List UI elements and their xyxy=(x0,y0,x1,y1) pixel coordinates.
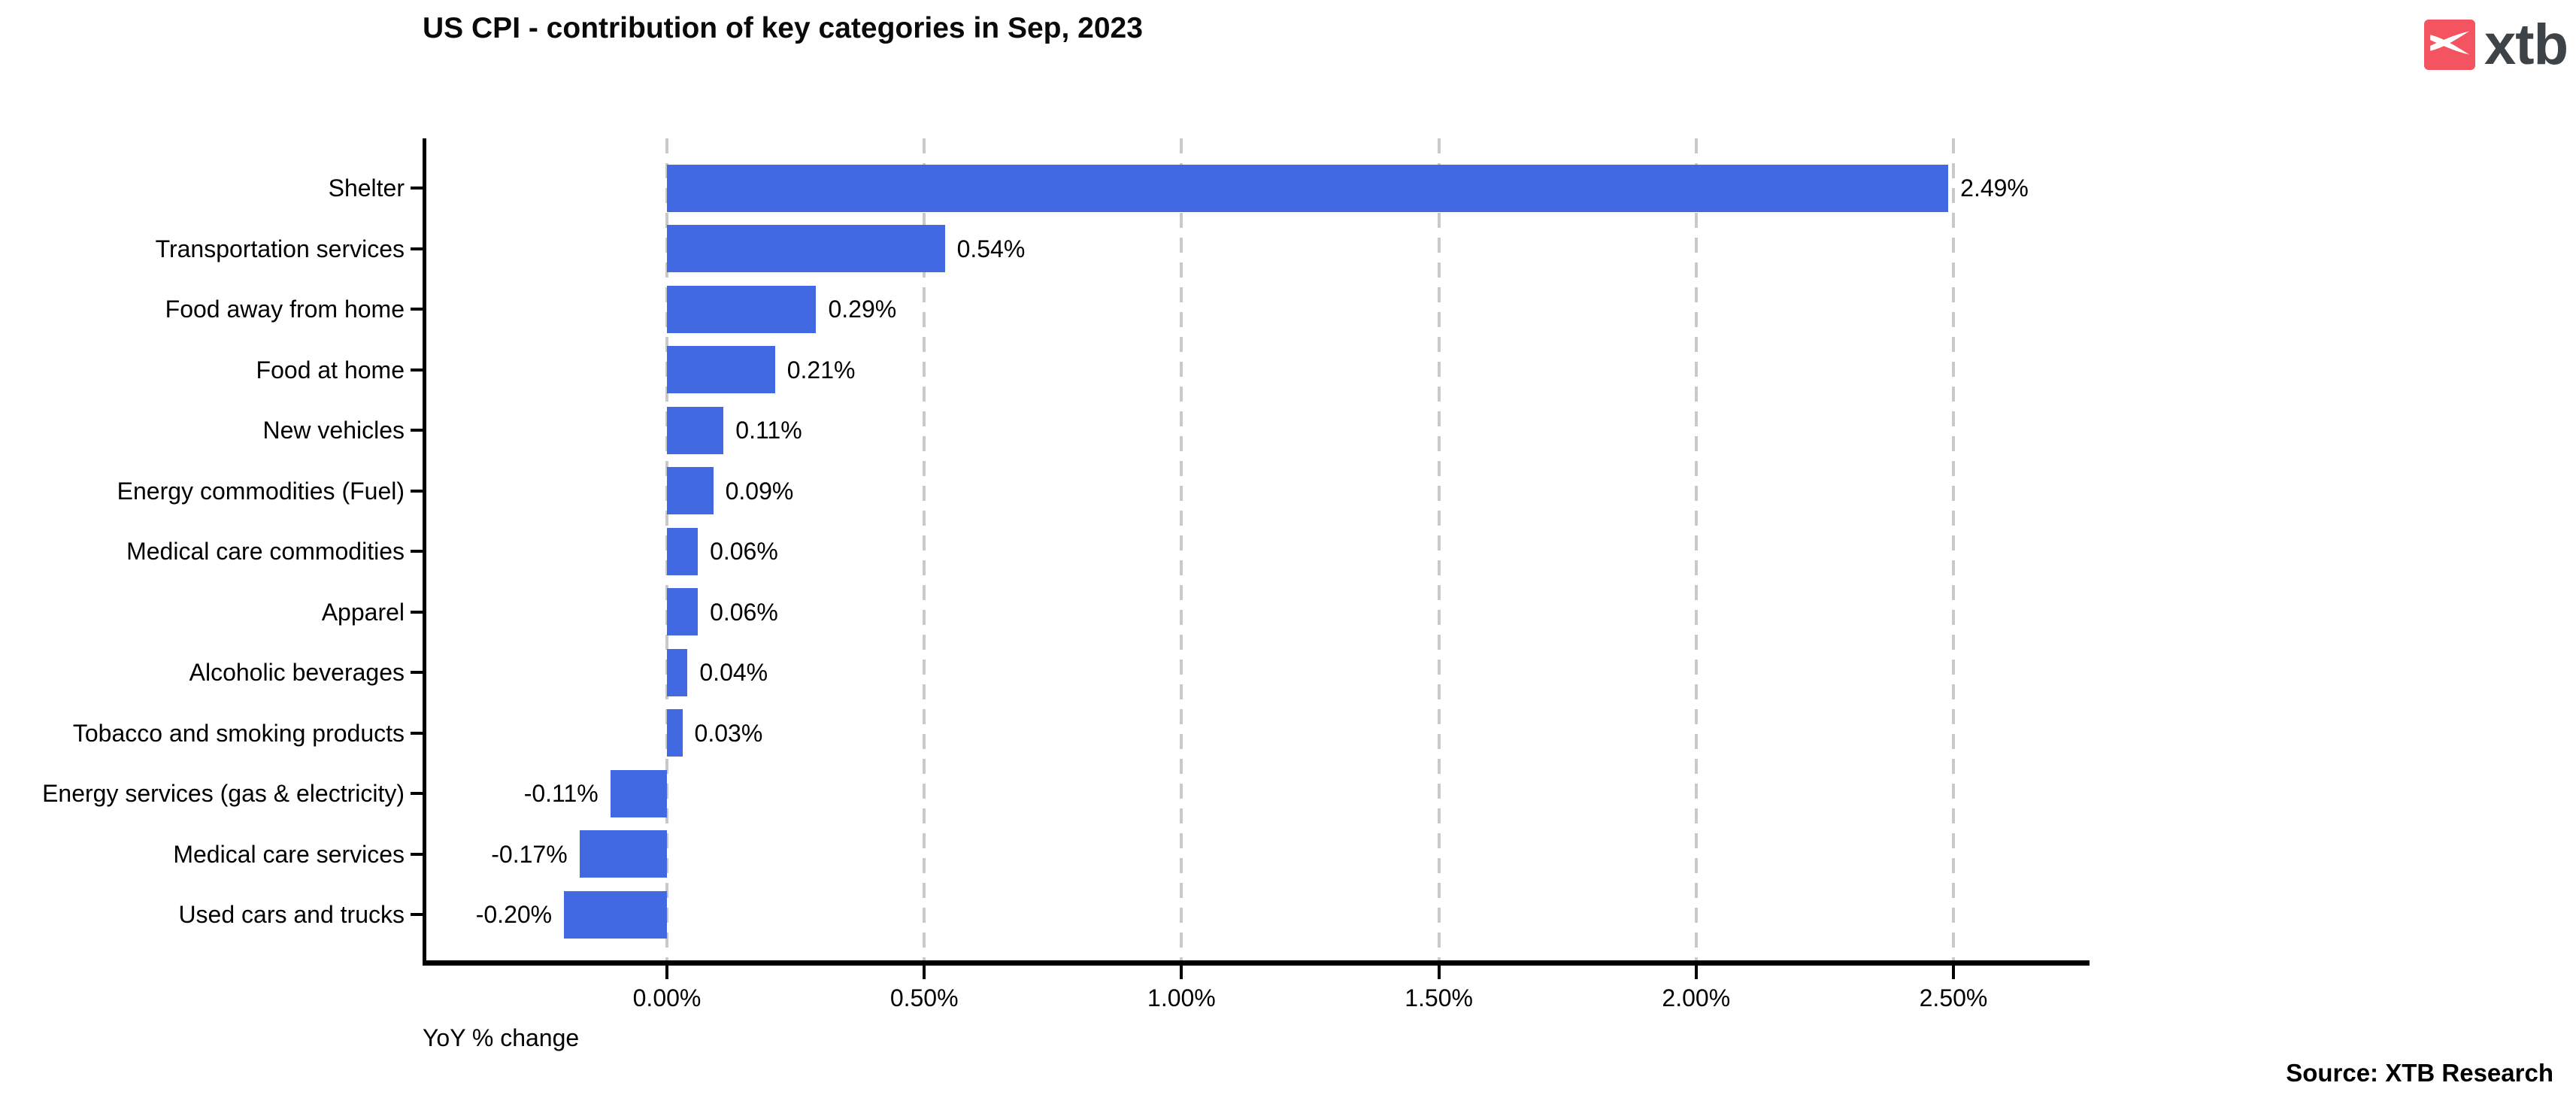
xtb-logo-square xyxy=(2424,20,2475,70)
category-tick xyxy=(411,550,423,553)
bar xyxy=(667,588,699,635)
value-label: -0.11% xyxy=(523,780,599,807)
x-axis-tick xyxy=(665,966,668,979)
y-axis-spine xyxy=(423,138,426,966)
x-axis-tick-label: 1.50% xyxy=(1405,984,1473,1011)
gridline xyxy=(1437,138,1441,960)
value-label: 0.11% xyxy=(735,417,802,444)
x-axis-tick xyxy=(1180,966,1183,979)
category-tick xyxy=(411,731,423,735)
value-label: 0.04% xyxy=(699,659,768,686)
category-tick xyxy=(411,489,423,493)
category-tick xyxy=(411,792,423,795)
bar xyxy=(667,164,1949,212)
bar xyxy=(667,467,714,514)
category-label: Alcoholic beverages xyxy=(189,659,405,686)
x-axis-label: YoY % change xyxy=(423,1024,580,1051)
category-tick xyxy=(411,308,423,311)
xtb-logo-text: xtb xyxy=(2484,13,2568,77)
bar xyxy=(667,527,699,575)
x-axis-tick xyxy=(923,966,926,979)
category-tick xyxy=(411,429,423,432)
bar xyxy=(610,769,667,817)
gridline xyxy=(1180,138,1183,960)
value-label: 0.21% xyxy=(786,356,856,384)
x-axis-tick-label: 2.50% xyxy=(1919,984,1988,1011)
category-label: Transportation services xyxy=(155,235,405,262)
category-label: Apparel xyxy=(321,598,405,626)
value-label: 2.49% xyxy=(1960,174,2029,202)
value-label: 0.54% xyxy=(956,235,1026,262)
category-label: Shelter xyxy=(328,174,405,202)
bar xyxy=(667,225,945,272)
value-label: 0.09% xyxy=(725,477,794,505)
value-label: 0.29% xyxy=(828,296,897,323)
value-label: 0.03% xyxy=(694,719,763,747)
gridline xyxy=(923,138,926,960)
bar xyxy=(667,346,775,393)
category-label: Used cars and trucks xyxy=(178,901,405,928)
bar xyxy=(564,890,667,939)
category-label: Medical care services xyxy=(173,840,405,868)
value-label: -0.17% xyxy=(491,840,568,868)
category-tick xyxy=(411,852,423,856)
category-tick xyxy=(411,368,423,372)
x-axis-tick-label: 0.50% xyxy=(889,984,959,1011)
category-label: Food away from home xyxy=(165,296,405,323)
xtb-logo: xtb xyxy=(2424,13,2568,77)
category-tick xyxy=(411,671,423,674)
category-label: Food at home xyxy=(256,356,405,384)
value-label: 0.06% xyxy=(710,538,778,565)
x-axis-tick xyxy=(1437,966,1441,979)
category-tick xyxy=(411,610,423,614)
x-axis-tick xyxy=(1952,966,1955,979)
category-tick xyxy=(411,913,423,916)
x-axis-tick-label: 2.00% xyxy=(1662,984,1731,1011)
category-label: Energy commodities (Fuel) xyxy=(117,477,405,505)
value-label: 0.06% xyxy=(710,598,778,626)
category-label: Energy services (gas & electricity) xyxy=(42,780,405,807)
bar xyxy=(667,709,683,757)
gridline xyxy=(1952,138,1955,960)
category-tick xyxy=(411,187,423,190)
category-label: Medical care commodities xyxy=(126,538,405,565)
bar xyxy=(667,406,724,454)
category-label: New vehicles xyxy=(262,417,405,444)
gridline xyxy=(1694,138,1698,960)
category-label: Tobacco and smoking products xyxy=(72,719,405,747)
xtb-bird-x-icon xyxy=(2428,22,2471,68)
value-label: -0.20% xyxy=(475,901,553,928)
source-note: Source: XTB Research xyxy=(2286,1059,2553,1087)
bar xyxy=(667,648,688,696)
x-axis-spine xyxy=(423,960,2090,966)
x-axis-tick xyxy=(1694,966,1698,979)
x-axis-tick-label: 1.00% xyxy=(1147,984,1216,1011)
bar xyxy=(579,830,667,878)
bar xyxy=(667,285,817,333)
category-tick xyxy=(411,247,423,250)
page-title: US CPI - contribution of key categories … xyxy=(423,12,1143,44)
x-axis-tick-label: 0.00% xyxy=(632,984,702,1011)
